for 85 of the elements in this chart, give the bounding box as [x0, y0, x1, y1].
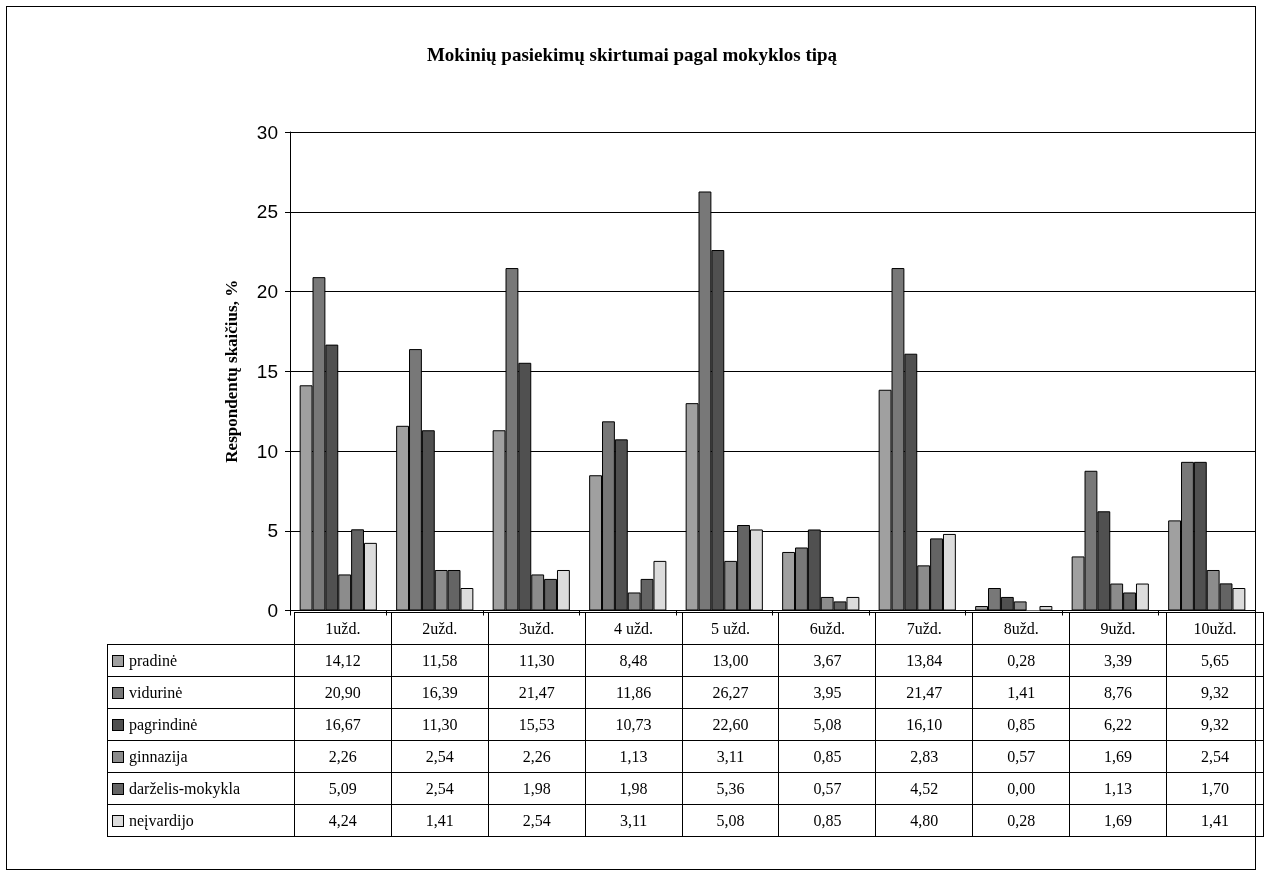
data-label: 4,80 — [875, 804, 973, 837]
legend-label: darželis-mokykla — [107, 772, 295, 805]
x-tick-label: 4 užd. — [585, 612, 683, 645]
data-label: 0,85 — [778, 804, 876, 837]
data-label: 16,67 — [294, 708, 392, 741]
data-label: 3,39 — [1069, 644, 1167, 677]
data-label: 2,26 — [488, 740, 586, 773]
data-label: 9,32 — [1166, 676, 1264, 709]
data-label: 11,30 — [391, 708, 489, 741]
x-tick-label: 2užd. — [391, 612, 489, 645]
data-label: 13,84 — [875, 644, 973, 677]
x-tick-label: 6užd. — [778, 612, 876, 645]
y-tick-label: 10 — [256, 440, 278, 462]
data-label: 21,47 — [875, 676, 973, 709]
data-label: 0,85 — [972, 708, 1070, 741]
data-label: 10,73 — [585, 708, 683, 741]
data-label: 2,54 — [391, 740, 489, 773]
data-label: 2,26 — [294, 740, 392, 773]
data-label: 0,00 — [972, 772, 1070, 805]
x-tick-label: 3užd. — [488, 612, 586, 645]
y-tick-label: 30 — [256, 121, 278, 143]
data-label: 16,39 — [391, 676, 489, 709]
legend-label: pagrindinė — [107, 708, 295, 741]
data-label: 22,60 — [682, 708, 779, 741]
data-label: 3,67 — [778, 644, 876, 677]
data-label: 2,54 — [488, 804, 586, 837]
x-tick-label: 5 užd. — [682, 612, 779, 645]
x-tick-label: 1užd. — [294, 612, 392, 645]
y-tick-label: 15 — [256, 360, 278, 382]
data-label: 5,09 — [294, 772, 392, 805]
data-label: 11,86 — [585, 676, 683, 709]
legend-label: ginnazija — [107, 740, 295, 773]
data-label: 1,98 — [585, 772, 683, 805]
data-label: 0,28 — [972, 644, 1070, 677]
data-label: 1,70 — [1166, 772, 1264, 805]
data-label: 1,41 — [1166, 804, 1264, 837]
legend-label: neįvardijo — [107, 804, 295, 837]
data-label: 1,98 — [488, 772, 586, 805]
data-label: 2,83 — [875, 740, 973, 773]
data-label: 15,53 — [488, 708, 586, 741]
data-label: 5,08 — [682, 804, 779, 837]
data-label: 6,22 — [1069, 708, 1167, 741]
legend-label: pradinė — [107, 644, 295, 677]
data-label: 13,00 — [682, 644, 779, 677]
x-tick-label: 8užd. — [972, 612, 1070, 645]
data-label: 21,47 — [488, 676, 586, 709]
chart-title: Mokinių pasiekimų skirtumai pagal mokyklos tipą — [425, 44, 839, 66]
data-label: 1,41 — [972, 676, 1070, 709]
data-label: 16,10 — [875, 708, 973, 741]
data-label: 5,36 — [682, 772, 779, 805]
y-tick-label: 5 — [267, 520, 278, 542]
data-label: 0,57 — [778, 772, 876, 805]
data-label: 26,27 — [682, 676, 779, 709]
data-label: 20,90 — [294, 676, 392, 709]
data-label: 14,12 — [294, 644, 392, 677]
data-label: 5,65 — [1166, 644, 1264, 677]
data-label: 3,95 — [778, 676, 876, 709]
data-label: 0,57 — [972, 740, 1070, 773]
data-label: 1,41 — [391, 804, 489, 837]
data-label: 1,13 — [585, 740, 683, 773]
data-label: 2,54 — [391, 772, 489, 805]
y-tick-label: 25 — [256, 201, 278, 223]
x-tick-label: 10užd. — [1166, 612, 1264, 645]
legend-label: vidurinė — [107, 676, 295, 709]
data-label: 1,69 — [1069, 804, 1167, 837]
data-label: 9,32 — [1166, 708, 1264, 741]
data-label: 3,11 — [585, 804, 683, 837]
y-axis-title: Respondentų skaičius, % — [222, 279, 241, 463]
x-tick-label: 9užd. — [1069, 612, 1167, 645]
data-label: 8,76 — [1069, 676, 1167, 709]
data-label: 1,13 — [1069, 772, 1167, 805]
data-label: 11,58 — [391, 644, 489, 677]
data-label: 4,24 — [294, 804, 392, 837]
data-label: 3,11 — [682, 740, 779, 773]
data-label: 2,54 — [1166, 740, 1264, 773]
data-label: 5,08 — [778, 708, 876, 741]
data-label: 1,69 — [1069, 740, 1167, 773]
y-tick-label: 0 — [267, 600, 278, 621]
x-tick-label: 7užd. — [875, 612, 973, 645]
data-label: 8,48 — [585, 644, 683, 677]
data-label: 11,30 — [488, 644, 586, 677]
y-tick-label: 20 — [256, 281, 278, 302]
data-label: 0,85 — [778, 740, 876, 773]
data-label: 0,28 — [972, 804, 1070, 837]
data-label: 4,52 — [875, 772, 973, 805]
